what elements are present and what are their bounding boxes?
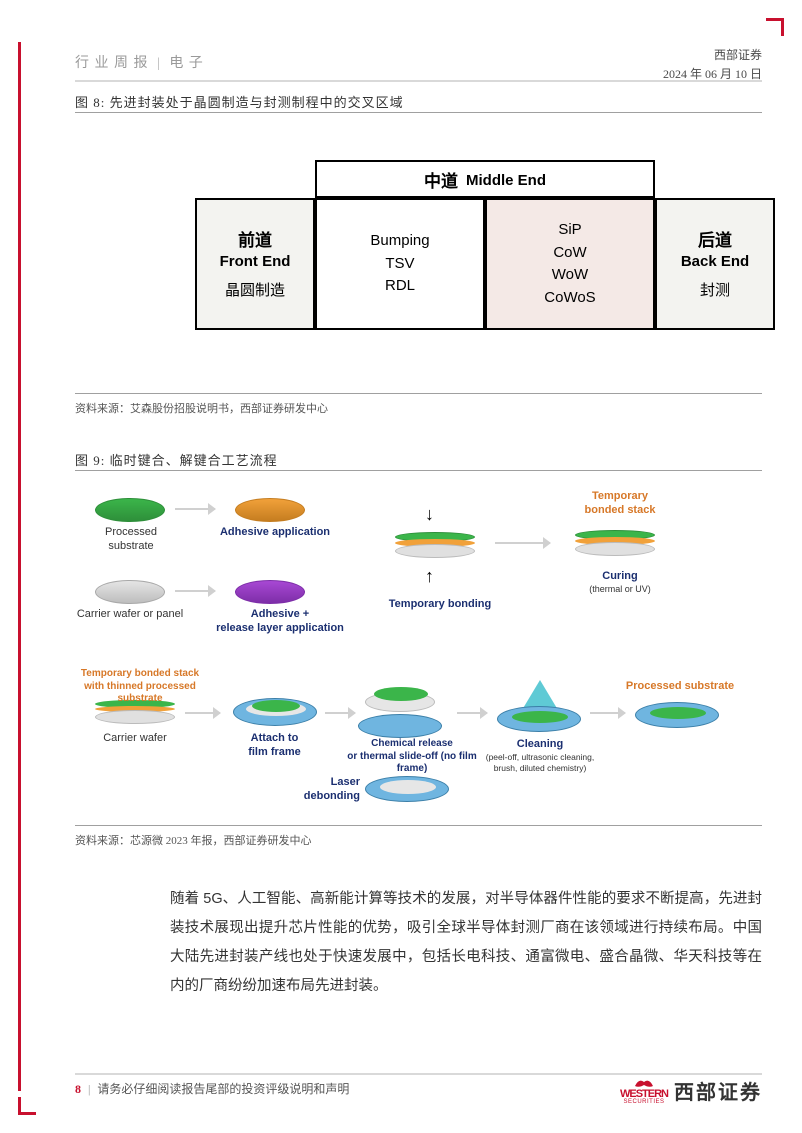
- label-carrier: Carrier wafer or panel: [75, 608, 185, 622]
- box-mid-right: SiP CoW WoW CoWoS: [485, 198, 655, 330]
- label-laser: Laser debonding: [285, 776, 360, 804]
- mid-right-lines: SiP CoW WoW CoWoS: [544, 219, 595, 309]
- box-back-end: 后道 Back End 封测: [655, 198, 775, 330]
- header-rule: [75, 80, 762, 82]
- wafer-adhesive-release: [235, 580, 305, 604]
- header-sep: |: [157, 56, 161, 71]
- chem-release: [365, 692, 442, 738]
- middle-end-en: Middle End: [466, 172, 546, 189]
- wafer-carrier: [95, 580, 165, 604]
- label-stack-thin: Temporary bonded stack with thinned proc…: [70, 668, 210, 706]
- stack-temp-bond: ↓ ↑: [395, 532, 475, 558]
- footer-left: 8 | 请务必仔细阅读报告尾部的投资评级说明和声明: [75, 1080, 349, 1097]
- label-temp-bond: Temporary bonding: [375, 598, 505, 612]
- header-sector: 电 子: [169, 56, 204, 71]
- figure8-title: 图 8: 先进封装处于晶圆制造与封测制程中的交叉区域: [75, 92, 404, 111]
- arrow-2: [175, 590, 215, 592]
- label-chem: Chemical release or thermal slide-off (n…: [337, 738, 487, 776]
- wafer-final: [635, 702, 719, 728]
- front-end-sub: 晶圆制造: [225, 280, 285, 303]
- box-front-end: 前道 Front End 晶圆制造: [195, 198, 315, 330]
- laser-debond: [365, 776, 449, 802]
- front-end-en: Front End: [220, 253, 291, 270]
- cleaning-station: [497, 680, 581, 732]
- figure9-diagram: Processed substrate Adhesive application…: [75, 480, 762, 820]
- figure9-title: 图 9: 临时键合、解键合工艺流程: [75, 450, 278, 469]
- figure8-title-rule: [75, 112, 762, 113]
- figure9-source: 资料来源：芯源微 2023 年报，西部证券研发中心: [75, 825, 762, 848]
- footer-disclaimer: 请务必仔细阅读报告尾部的投资评级说明和声明: [97, 1082, 349, 1096]
- box-mid-left: Bumping TSV RDL: [315, 198, 485, 330]
- arrow-4: [185, 712, 220, 714]
- left-stripe: [18, 42, 21, 1091]
- header-left: 行 业 周 报 | 电 子: [75, 52, 204, 72]
- label-processed-substrate: Processed substrate: [81, 526, 181, 554]
- mid-left-lines: Bumping TSV RDL: [370, 230, 429, 298]
- logo: WESTERN SECURITIES 西部证券: [620, 1076, 762, 1105]
- label-proc-sub2: Processed substrate: [625, 680, 735, 694]
- label-curing-sub: (thermal or UV): [570, 584, 670, 595]
- header-category: 行 业 周 报: [75, 56, 149, 71]
- back-end-sub: 封测: [700, 280, 730, 303]
- arrow-3: [495, 542, 550, 544]
- wafer-processed-substrate: [95, 498, 165, 522]
- arrow-1: [175, 508, 215, 510]
- header-company: 西部证券: [663, 46, 762, 65]
- label-attach: Attach to film frame: [227, 732, 322, 760]
- page-number: 8: [75, 1082, 81, 1096]
- logo-cn: 西部证券: [674, 1076, 762, 1105]
- logo-mark: WESTERN SECURITIES: [620, 1076, 668, 1105]
- label-cleaning: Cleaning: [505, 738, 575, 752]
- label-carrier2: Carrier wafer: [90, 732, 180, 746]
- figure9-title-rule: [75, 470, 762, 471]
- figure8-diagram: 中道 Middle End 前道 Front End 晶圆制造 Bumping …: [100, 140, 740, 360]
- corner-tr: [766, 18, 784, 36]
- box-middle-end: 中道 Middle End: [315, 160, 655, 198]
- back-end-cn: 后道: [698, 226, 732, 251]
- attach-frame: [233, 698, 317, 726]
- arrow-6: [457, 712, 487, 714]
- stack-temp-bonded: [575, 530, 655, 556]
- front-end-cn: 前道: [238, 226, 272, 251]
- label-adhesive-release: Adhesive + release layer application: [205, 608, 355, 636]
- label-curing: Curing: [580, 570, 660, 584]
- label-temp-stack: Temporary bonded stack: [565, 490, 675, 518]
- arrow-5: [325, 712, 355, 714]
- corner-bl: [18, 1097, 36, 1115]
- body-paragraph: 随着 5G、人工智能、高新能计算等技术的发展，对半导体器件性能的要求不断提高，先…: [170, 885, 762, 1001]
- wafer-adhesive-app: [235, 498, 305, 522]
- label-adhesive-app: Adhesive application: [215, 526, 335, 540]
- label-cleaning-sub: (peel-off, ultrasonic cleaning, brush, d…: [475, 752, 605, 773]
- middle-end-cn: 中道: [424, 167, 458, 192]
- figure8-source: 资料来源：艾森股份招股说明书，西部证券研发中心: [75, 393, 762, 416]
- logo-en-sub: SECURITIES: [623, 1100, 664, 1105]
- back-end-en: Back End: [681, 253, 749, 270]
- footer-rule: [75, 1073, 762, 1075]
- footer-sep: |: [88, 1082, 90, 1096]
- arrow-7: [590, 712, 625, 714]
- header-right: 西部证券 2024 年 06 月 10 日: [663, 46, 762, 84]
